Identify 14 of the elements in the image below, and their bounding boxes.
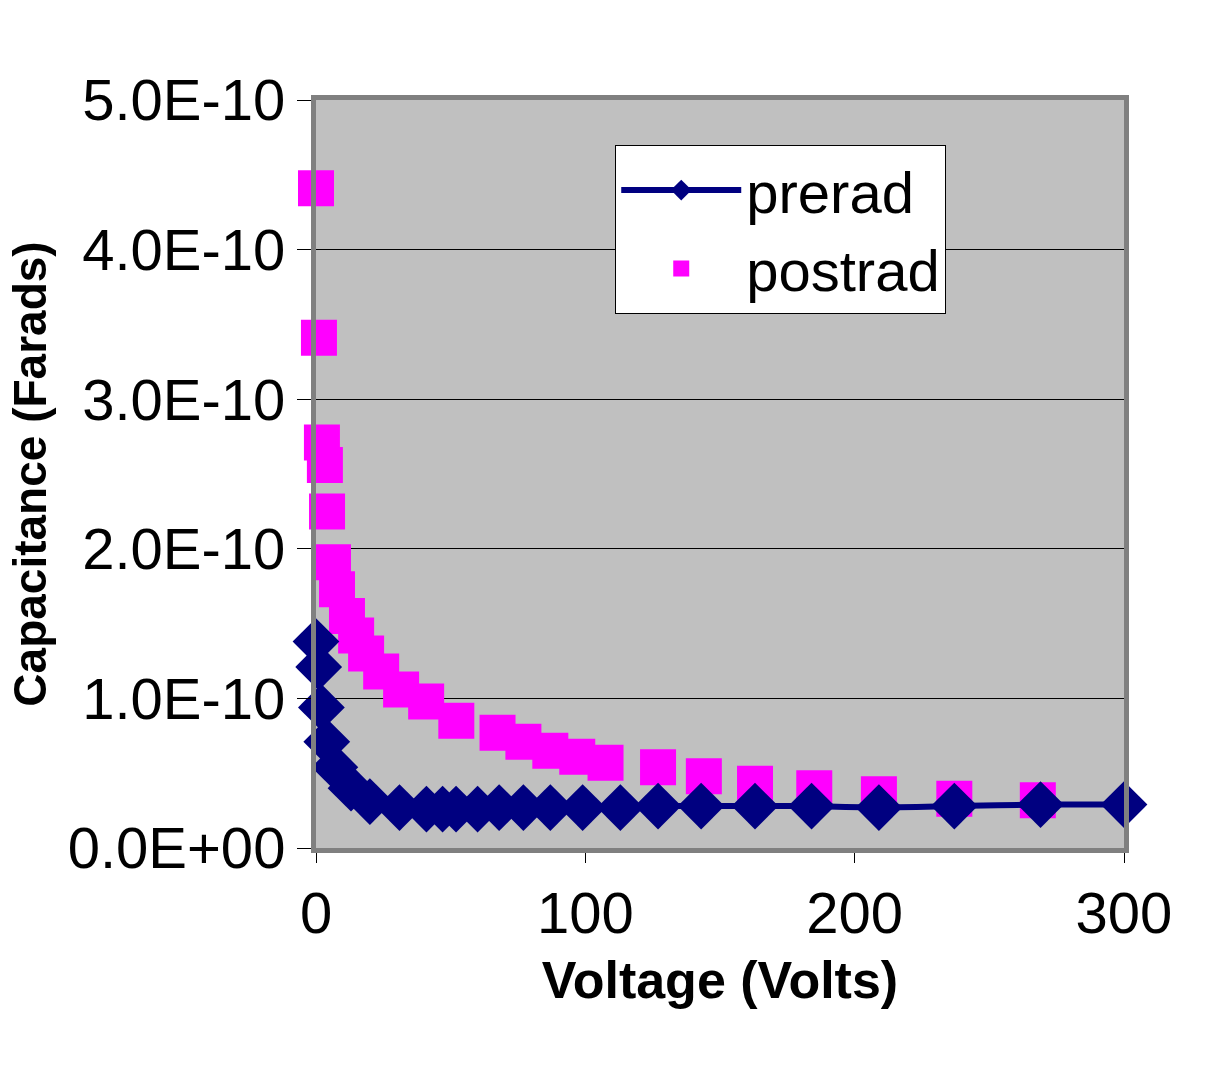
- legend-label: prerad: [746, 159, 914, 225]
- y-tick-label: 1.0E-10: [82, 665, 286, 731]
- y-tick-label: 2.0E-10: [82, 516, 286, 582]
- x-tick-label: 100: [536, 879, 634, 945]
- x-tick-label: 0: [299, 879, 333, 945]
- legend-label: postrad: [746, 238, 940, 304]
- x-tick-label: 300: [1075, 879, 1173, 945]
- y-tick-label: 5.0E-10: [82, 67, 286, 133]
- y-tick-label: 4.0E-10: [82, 216, 286, 282]
- y-tick-label: 0.0E+00: [67, 815, 286, 881]
- x-tick-label: 200: [806, 879, 904, 945]
- y-tick-label: 3.0E-10: [82, 366, 286, 432]
- x-axis-title: Voltage (Volts): [541, 951, 899, 1010]
- y-axis-title: Capacitance (Farads): [4, 241, 57, 707]
